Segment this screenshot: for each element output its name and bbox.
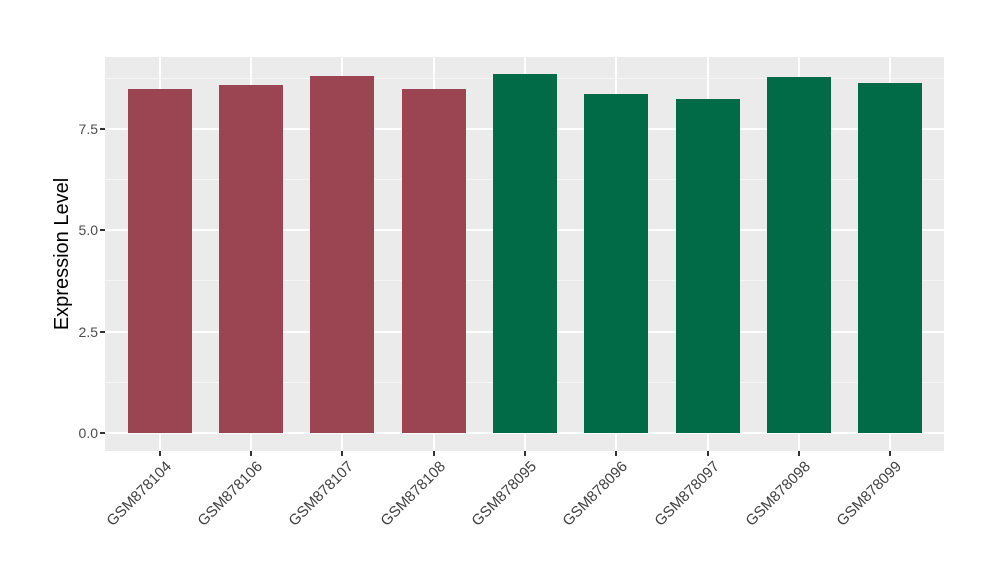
bar-GSM878106 xyxy=(219,84,284,433)
y-axis-title: Expression Level xyxy=(51,177,73,331)
bar-GSM878095 xyxy=(493,74,558,433)
y-tick-label: 5.0 xyxy=(78,222,98,239)
x-tick-mark xyxy=(250,451,253,456)
bar-GSM878097 xyxy=(675,98,740,433)
bar-GSM878099 xyxy=(858,82,923,433)
bar-GSM878098 xyxy=(767,77,832,433)
y-tick-label: 0.0 xyxy=(78,424,98,441)
x-tick-mark xyxy=(798,451,801,456)
x-tick-mark xyxy=(158,451,161,456)
y-tick-mark xyxy=(100,229,105,232)
x-tick-mark xyxy=(615,451,618,456)
plot-panel xyxy=(105,57,944,451)
bar-GSM878108 xyxy=(401,89,466,433)
y-tick-label: 2.5 xyxy=(78,323,98,340)
x-tick-mark xyxy=(432,451,435,456)
y-tick-label: 7.5 xyxy=(78,121,98,138)
bar-GSM878104 xyxy=(127,89,192,433)
x-tick-mark xyxy=(524,451,527,456)
bar-GSM878107 xyxy=(310,76,375,433)
x-tick-mark xyxy=(706,451,709,456)
bar-GSM878096 xyxy=(584,94,649,433)
y-tick-mark xyxy=(100,431,105,434)
x-tick-mark xyxy=(341,451,344,456)
y-tick-mark xyxy=(100,128,105,131)
x-tick-mark xyxy=(889,451,892,456)
y-tick-mark xyxy=(100,330,105,333)
